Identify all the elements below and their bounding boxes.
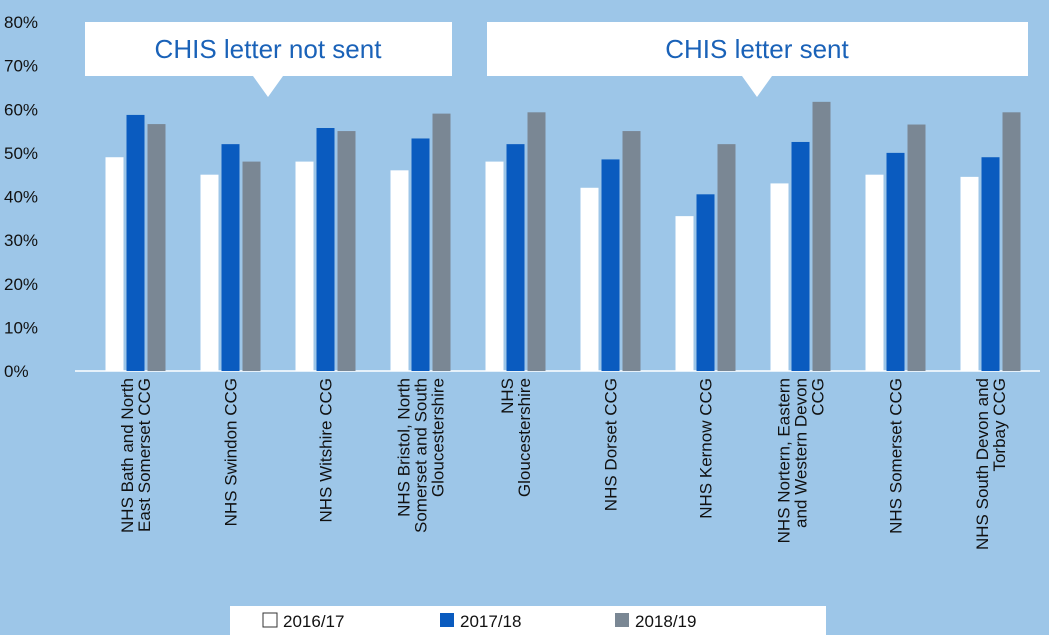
y-tick-label: 0% [4, 362, 29, 381]
y-tick-label: 40% [4, 188, 38, 207]
y-tick-label: 10% [4, 318, 38, 337]
bar [696, 194, 715, 371]
bar [295, 161, 314, 371]
bar [791, 141, 810, 371]
bar [960, 176, 979, 371]
legend-swatch [615, 613, 629, 627]
legend-box [230, 606, 826, 635]
callout-box [85, 22, 452, 97]
annotation: CHIS letter not sent [155, 34, 383, 64]
legend-swatch [262, 612, 278, 628]
bar [812, 101, 831, 372]
y-tick-label: 30% [4, 231, 38, 250]
bar [221, 144, 240, 371]
legend-label: 2016/17 [283, 612, 344, 631]
bar [126, 114, 145, 371]
annotation: CHIS letter sent [665, 34, 849, 64]
bar [717, 144, 736, 371]
bar [580, 187, 599, 371]
x-tick-label: NHSGloucestershire [498, 378, 534, 497]
bar [411, 138, 430, 371]
x-tick-label: NHS Kernow CCG [697, 378, 716, 519]
bar [432, 113, 451, 372]
x-tick-label: NHS South Devon andTorbay CCG [973, 378, 1009, 550]
x-tick-label: NHS Somerset CCG [887, 378, 906, 534]
legend-label: 2018/19 [635, 612, 696, 631]
legend-label: 2017/18 [460, 612, 521, 631]
bar [506, 144, 525, 371]
bar [770, 183, 789, 371]
bar [622, 131, 641, 371]
bar [105, 157, 124, 371]
y-tick-label: 50% [4, 144, 38, 163]
y-tick-label: 20% [4, 275, 38, 294]
x-tick-label: NHS Bristol, NorthSomerset and SouthGlou… [395, 378, 448, 533]
bar [981, 157, 1000, 371]
callout-box [487, 22, 1028, 97]
legend-swatch [440, 613, 454, 627]
bar [865, 174, 884, 371]
bar [886, 152, 905, 371]
x-tick-label: NHS Bath and NorthEast Somerset CCG [118, 378, 154, 533]
bar [147, 124, 166, 372]
bar [907, 124, 926, 371]
bar [242, 161, 261, 371]
bar [1002, 112, 1021, 372]
x-tick-label: NHS Nortern, Easternand Western DevonCCG [775, 378, 828, 543]
bar [601, 159, 620, 371]
bar [337, 131, 356, 371]
y-tick-label: 70% [4, 57, 38, 76]
bar [390, 170, 409, 371]
bar [675, 216, 694, 371]
bar [200, 174, 219, 371]
x-tick-label: NHS Swindon CCG [222, 378, 241, 526]
x-tick-label: NHS Dorset CCG [602, 378, 621, 511]
y-tick-label: 60% [4, 100, 38, 119]
bar [485, 161, 504, 371]
x-tick-label: NHS Witshire CCG [317, 378, 336, 523]
bar [316, 128, 335, 371]
y-tick-label: 80% [4, 13, 38, 32]
bar [527, 112, 546, 372]
